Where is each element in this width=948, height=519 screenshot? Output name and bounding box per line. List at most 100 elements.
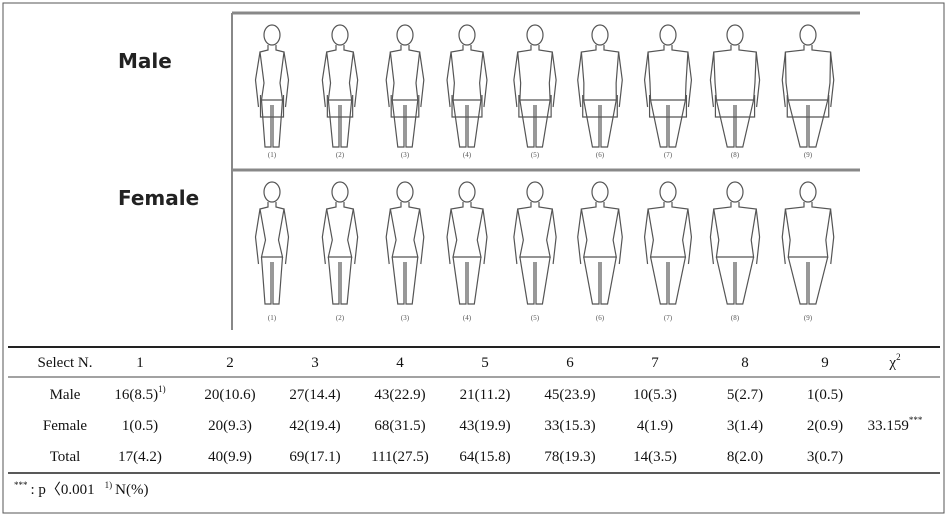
head <box>396 24 414 46</box>
silhouette <box>643 24 693 148</box>
figure-number: (8) <box>731 314 740 322</box>
torso <box>517 202 553 258</box>
table-cell: 8(2.0) <box>727 449 763 465</box>
torso <box>389 45 421 101</box>
silhouette <box>709 181 761 305</box>
torso <box>713 202 757 258</box>
cell-text: 16(8.5) <box>114 387 158 403</box>
figure-number: (1) <box>268 151 277 159</box>
arms <box>781 208 835 265</box>
legs <box>583 99 617 148</box>
arms <box>513 51 557 108</box>
legs <box>452 256 482 305</box>
arms <box>321 208 359 265</box>
footnote-sup: 1) <box>105 480 113 490</box>
torso <box>580 202 620 258</box>
figure-number: (2) <box>336 151 345 159</box>
table-cell: 2(0.9) <box>807 418 843 434</box>
torso <box>580 45 620 101</box>
torso <box>713 45 757 101</box>
silhouette <box>385 181 425 305</box>
arms <box>321 51 359 108</box>
legs <box>715 256 755 305</box>
cell-text: χ <box>888 355 896 371</box>
silhouette <box>781 181 835 305</box>
arms <box>446 51 488 108</box>
arms <box>709 51 761 108</box>
silhouette <box>709 24 761 148</box>
table-cell: 9 <box>821 355 829 371</box>
silhouette <box>446 181 488 305</box>
figure-number: (3) <box>401 314 410 322</box>
table-cell: 6 <box>566 355 574 371</box>
table-cell: χ2 <box>888 352 900 371</box>
head <box>726 24 744 46</box>
table-cell: 2 <box>226 355 234 371</box>
table-cell: 43(19.9) <box>459 418 510 434</box>
table-cell: 20(9.3) <box>208 418 252 434</box>
footnote-sup: *** <box>14 480 28 490</box>
head <box>331 181 349 203</box>
shorts <box>259 95 285 118</box>
table-cell: 4 <box>396 355 404 371</box>
silhouette <box>254 181 290 305</box>
shorts <box>714 95 756 118</box>
table-cell: 69(17.1) <box>289 449 340 465</box>
table-cell: 33.159*** <box>868 415 923 434</box>
table-cell: 14(3.5) <box>633 449 677 465</box>
table-cell: 3(1.4) <box>727 418 763 434</box>
table-cell: 64(15.8) <box>459 449 510 465</box>
head <box>726 181 744 203</box>
female-label: Female <box>118 186 199 210</box>
figure-number: (9) <box>804 314 813 322</box>
table-cell: Female <box>43 418 87 434</box>
head <box>458 24 476 46</box>
shorts <box>451 95 483 118</box>
figure-number: (6) <box>596 314 605 322</box>
figures: (1) (2) (3) (4) (5) (6) (7) (8) (9) (1) (2) (3) (4) (… <box>254 24 835 322</box>
figure-number: (4) <box>463 314 472 322</box>
figure-number: (8) <box>731 151 740 159</box>
table-cell: 1(0.5) <box>807 387 843 403</box>
arms <box>254 51 290 108</box>
silhouette <box>385 24 425 148</box>
figure-number: (4) <box>463 151 472 159</box>
table-cell: 1 <box>136 355 144 371</box>
head <box>591 181 609 203</box>
male-label: Male <box>118 49 172 73</box>
shorts <box>582 95 618 118</box>
arms <box>446 208 488 265</box>
footnote-text: N(%) <box>115 482 148 498</box>
legs <box>391 99 419 148</box>
silhouette <box>577 181 623 305</box>
table-cell: 8 <box>741 355 749 371</box>
table-cell: 3(0.7) <box>807 449 843 465</box>
silhouette <box>321 24 359 148</box>
torso <box>259 202 285 258</box>
head <box>263 24 281 46</box>
figure-number: (6) <box>596 151 605 159</box>
arms <box>643 208 693 265</box>
torso <box>450 45 484 101</box>
torso <box>647 202 689 258</box>
footnote-text: : p〈0.001 <box>31 481 95 498</box>
shorts <box>326 95 354 118</box>
figure-number: (5) <box>531 314 540 322</box>
legs <box>519 256 551 305</box>
table-cell: 21(11.2) <box>460 387 511 403</box>
silhouette <box>513 181 557 305</box>
table-cell: 111(27.5) <box>371 449 429 465</box>
cell-sup: *** <box>909 415 923 425</box>
table-cell: 78(19.3) <box>544 449 595 465</box>
legs <box>452 99 482 148</box>
head <box>799 181 817 203</box>
table-cell: 42(19.4) <box>289 418 340 434</box>
head <box>659 24 677 46</box>
cell-text: 33.159 <box>868 418 909 434</box>
legs <box>787 99 829 148</box>
silhouette <box>577 24 623 148</box>
table-cell: 43(22.9) <box>374 387 425 403</box>
silhouette <box>446 24 488 148</box>
